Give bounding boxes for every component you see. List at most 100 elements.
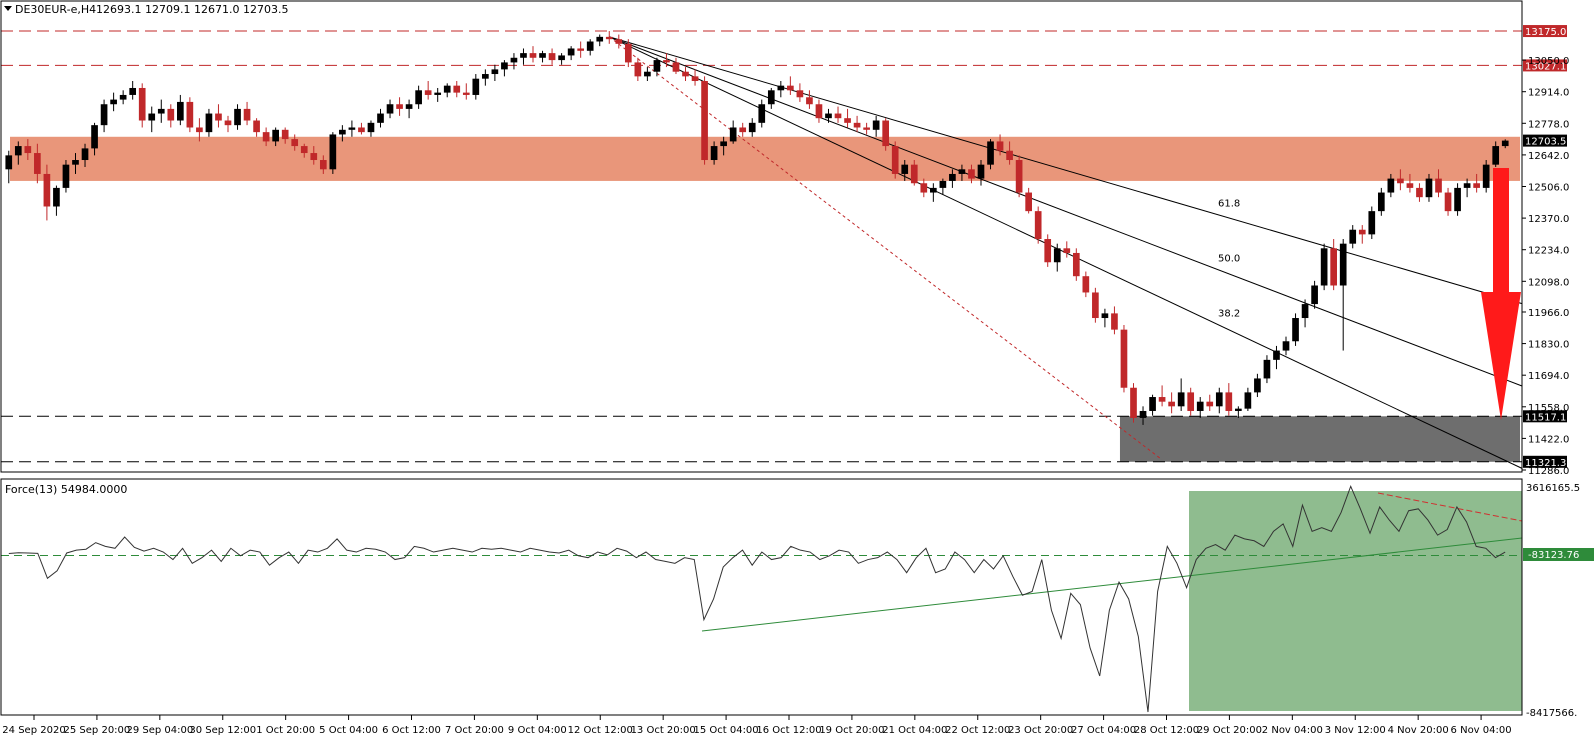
candle-body bbox=[310, 153, 318, 161]
candle-body bbox=[615, 39, 623, 44]
candle-body bbox=[834, 113, 842, 119]
candle-body bbox=[567, 48, 575, 56]
level-label: 11517.1 bbox=[1525, 412, 1566, 423]
candle-body bbox=[1225, 392, 1233, 411]
candle-body bbox=[1053, 248, 1061, 263]
time-tick-label: 23 Oct 20:00 bbox=[1008, 725, 1073, 736]
candle-body bbox=[157, 108, 165, 114]
candle-body bbox=[358, 127, 365, 133]
candle-body bbox=[1339, 243, 1347, 286]
candle-body bbox=[43, 173, 51, 207]
candle-body bbox=[739, 127, 747, 133]
candle-body bbox=[72, 160, 79, 165]
candle-body bbox=[53, 187, 60, 207]
candle-body bbox=[758, 104, 766, 123]
candle-body bbox=[720, 141, 727, 147]
candle-body bbox=[129, 87, 137, 95]
candle-body bbox=[558, 55, 565, 61]
candle-body bbox=[949, 173, 956, 181]
candle-body bbox=[1034, 211, 1042, 240]
candle-body bbox=[901, 164, 909, 174]
collapse-triangle-icon[interactable] bbox=[4, 6, 12, 11]
price-tick-label: 12642.0 bbox=[1528, 151, 1569, 162]
candle-body bbox=[1072, 252, 1080, 277]
candle-body bbox=[653, 60, 661, 72]
candle-body bbox=[1482, 164, 1490, 188]
time-tick-label: 29 Sep 04:00 bbox=[126, 725, 193, 736]
candle-body bbox=[262, 132, 270, 142]
candle-body bbox=[1273, 350, 1280, 360]
time-tick-label: 2 Nov 04:00 bbox=[1262, 725, 1323, 736]
candle-body bbox=[472, 78, 480, 95]
candle-body bbox=[1196, 401, 1204, 411]
level-label: 11321.3 bbox=[1525, 458, 1566, 469]
candle-body bbox=[224, 120, 232, 126]
candle-body bbox=[634, 62, 642, 77]
level-label: 13175.0 bbox=[1525, 27, 1566, 38]
time-tick-label: 15 Oct 04:00 bbox=[693, 725, 758, 736]
price-tick-label: 11830.0 bbox=[1528, 340, 1569, 351]
candle-body bbox=[81, 148, 89, 161]
candle-body bbox=[787, 85, 794, 91]
level-tag bbox=[1523, 59, 1567, 72]
time-tick-label: 25 Sep 20:00 bbox=[64, 725, 131, 736]
candle-body bbox=[491, 69, 499, 75]
price-panel-frame bbox=[0, 0, 1523, 473]
candle-body bbox=[453, 85, 461, 93]
time-tick-label: 5 Oct 04:00 bbox=[319, 725, 378, 736]
force-highlight-zone bbox=[1189, 491, 1522, 711]
candle-body bbox=[1187, 392, 1195, 411]
price-tick-label: 12098.0 bbox=[1528, 277, 1569, 288]
candle-body bbox=[1397, 178, 1404, 184]
candle-body bbox=[148, 113, 156, 121]
candle-body bbox=[548, 53, 556, 61]
symbol-label: DE30EUR-e,H4 bbox=[15, 3, 96, 16]
candle-body bbox=[577, 48, 585, 51]
candle-body bbox=[1235, 408, 1242, 411]
candle-body bbox=[253, 120, 260, 133]
candle-body bbox=[682, 71, 689, 77]
candle-body bbox=[34, 153, 41, 174]
price-tick-label: 12370.0 bbox=[1528, 214, 1569, 225]
candle-body bbox=[482, 74, 489, 79]
candle-body bbox=[24, 146, 32, 154]
time-tick-label: 13 Oct 20:00 bbox=[631, 725, 696, 736]
candle-body bbox=[110, 99, 117, 105]
candle-body bbox=[539, 53, 546, 58]
time-tick-label: 21 Oct 04:00 bbox=[882, 725, 947, 736]
candle-body bbox=[910, 164, 918, 184]
resistance-zone bbox=[10, 136, 1520, 181]
candle-body bbox=[1244, 392, 1252, 409]
candle-body bbox=[748, 122, 756, 133]
time-tick-label: 1 Oct 20:00 bbox=[256, 725, 315, 736]
fan-label: 38.2 bbox=[1218, 309, 1240, 320]
candle-body bbox=[1330, 248, 1338, 286]
price-tick-label: 11558.0 bbox=[1528, 403, 1569, 414]
candle-body bbox=[434, 92, 442, 95]
candle-body bbox=[329, 134, 337, 170]
candle-body bbox=[796, 90, 804, 98]
candle-body bbox=[825, 113, 832, 119]
candle-body bbox=[767, 90, 775, 105]
last-price-tag bbox=[1523, 134, 1567, 147]
candle-body bbox=[815, 104, 823, 119]
candle-body bbox=[1263, 359, 1271, 379]
candle-body bbox=[119, 94, 127, 100]
candle-body bbox=[138, 87, 146, 121]
candle-body bbox=[1311, 285, 1318, 305]
price-tick-label: 11694.0 bbox=[1528, 371, 1569, 382]
candle-body bbox=[100, 104, 108, 126]
candle-body bbox=[1416, 187, 1423, 198]
candle-body bbox=[1444, 192, 1452, 212]
candle-body bbox=[624, 43, 632, 63]
force-bottom-label: -8417566. bbox=[1526, 708, 1577, 719]
candle-body bbox=[1282, 341, 1290, 351]
candle-body bbox=[691, 76, 699, 82]
candle-body bbox=[281, 129, 289, 140]
time-tick-label: 30 Sep 12:00 bbox=[189, 725, 256, 736]
candle-body bbox=[844, 118, 851, 123]
price-tick-label: 12506.0 bbox=[1528, 183, 1569, 194]
candle-body bbox=[586, 41, 594, 51]
candle-body bbox=[367, 122, 375, 133]
candle-body bbox=[186, 101, 194, 128]
